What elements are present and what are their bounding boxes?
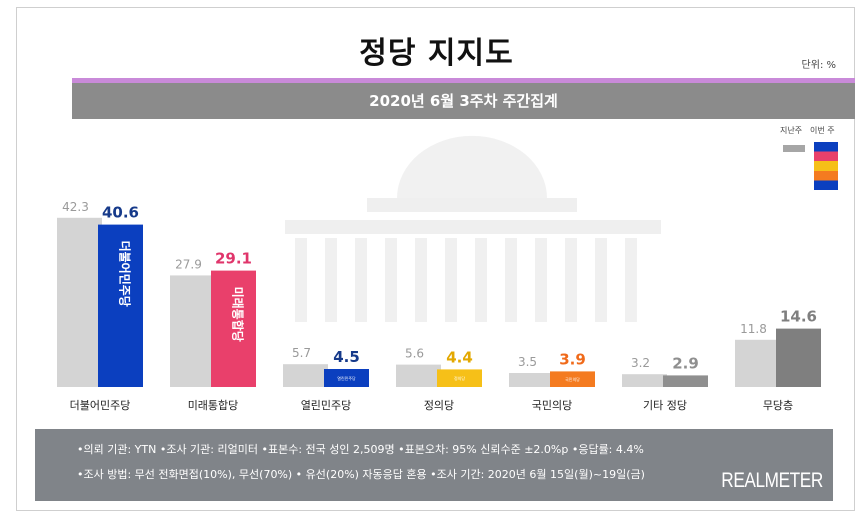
category-label-5: 기타 정당 xyxy=(643,399,687,412)
party-logo-3: 정의당 xyxy=(454,375,465,381)
bar-previous-3 xyxy=(396,364,441,387)
bar-current-5 xyxy=(663,375,708,387)
subtitle-banner: 2020년 6월 3주차 주간집계 xyxy=(72,83,855,119)
bar-current-0 xyxy=(98,224,143,387)
bar-current-2 xyxy=(324,369,369,387)
bar-current-3 xyxy=(437,369,482,387)
unit-label: 단위: % xyxy=(801,60,836,71)
chart-frame: 정당 지지도 단위: % 2020년 6월 3주차 주간집계 지난주 이번 주 … xyxy=(16,7,855,511)
survey-notes: •의뢰 기관: YTN •조사 기관: 리얼미터 •표본수: 전국 성인 2,5… xyxy=(35,429,833,501)
realmeter-logo: REALMETER xyxy=(721,469,823,492)
legend-previous-label: 지난주 xyxy=(780,126,803,135)
label-current-6: 14.6 xyxy=(780,308,817,326)
notes-line-2: •조사 방법: 무선 전화면접(10%), 무선(70%) • 유선(20%) … xyxy=(77,468,645,481)
label-current-4: 3.9 xyxy=(559,350,586,368)
label-previous-2: 5.7 xyxy=(292,346,311,360)
label-previous-4: 3.5 xyxy=(518,355,537,369)
legend-current-swatch xyxy=(814,142,838,190)
accent-divider xyxy=(72,78,855,83)
label-current-2: 4.5 xyxy=(333,348,360,366)
legend-previous-swatch xyxy=(783,145,805,152)
party-logo-1: 미래통합당 xyxy=(231,287,246,342)
bar-current-6 xyxy=(776,328,821,387)
legend: 지난주 이번 주 xyxy=(780,125,840,195)
bar-current-4 xyxy=(550,371,595,387)
bar-previous-1 xyxy=(170,275,215,387)
party-logo-0: 더불어민주당 xyxy=(118,241,133,307)
label-current-5: 2.9 xyxy=(672,354,699,372)
party-logo-2: 열린민주당 xyxy=(337,375,356,381)
label-current-3: 4.4 xyxy=(446,348,473,366)
bar-previous-0 xyxy=(57,217,102,387)
label-previous-1: 27.9 xyxy=(175,257,202,271)
legend-current-label: 이번 주 xyxy=(810,126,835,135)
notes-line-1: •의뢰 기관: YTN •조사 기관: 리얼미터 •표본수: 전국 성인 2,5… xyxy=(77,443,644,456)
label-previous-5: 3.2 xyxy=(631,356,650,370)
chart-title: 정당 지지도 xyxy=(359,36,514,71)
category-label-2: 열린민주당 xyxy=(301,399,352,412)
label-previous-0: 42.3 xyxy=(62,200,89,214)
bar-current-1 xyxy=(211,270,256,387)
bar-previous-2 xyxy=(283,364,328,387)
label-current-1: 29.1 xyxy=(215,250,252,268)
label-previous-3: 5.6 xyxy=(405,347,424,361)
label-current-0: 40.6 xyxy=(102,204,139,222)
party-logo-4: 국민의당 xyxy=(565,376,580,382)
bar-previous-6 xyxy=(735,339,780,387)
category-label-1: 미래통합당 xyxy=(188,399,239,412)
parliament-watermark xyxy=(285,135,661,322)
bar-previous-5 xyxy=(622,374,667,387)
category-label-6: 무당층 xyxy=(763,399,793,412)
category-label-3: 정의당 xyxy=(424,399,454,412)
bar-previous-4 xyxy=(509,373,554,387)
label-previous-6: 11.8 xyxy=(740,322,767,336)
category-label-0: 더불어민주당 xyxy=(70,399,131,412)
category-label-4: 국민의당 xyxy=(532,399,572,412)
